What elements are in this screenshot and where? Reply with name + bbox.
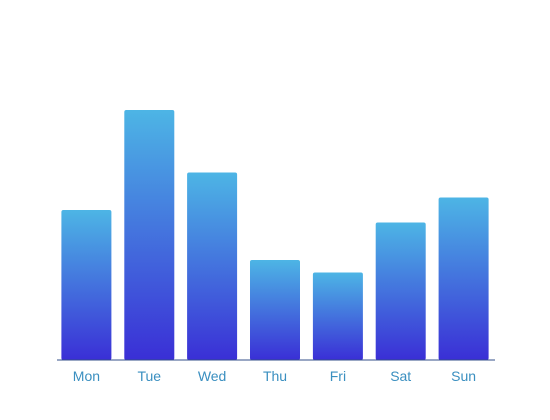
- x-tick-label-wed: Wed: [198, 368, 227, 384]
- bars-layer: [61, 110, 489, 361]
- x-tick-label-sat: Sat: [390, 368, 411, 384]
- x-tick-label-fri: Fri: [330, 368, 346, 384]
- bar-mon[interactable]: [61, 210, 112, 360]
- bar-wed[interactable]: [187, 172, 238, 361]
- bar-sat[interactable]: [375, 222, 426, 361]
- x-tick-label-thu: Thu: [263, 368, 287, 384]
- bar-tue[interactable]: [124, 110, 175, 360]
- bar-thu[interactable]: [250, 260, 300, 360]
- bar-sun[interactable]: [438, 197, 489, 361]
- x-tick-label-sun: Sun: [451, 368, 476, 384]
- x-axis-labels: Mon Tue Wed Thu Fri Sat Sun: [73, 368, 476, 384]
- x-tick-label-mon: Mon: [73, 368, 100, 384]
- x-tick-label-tue: Tue: [137, 368, 161, 384]
- bar-fri[interactable]: [312, 272, 363, 361]
